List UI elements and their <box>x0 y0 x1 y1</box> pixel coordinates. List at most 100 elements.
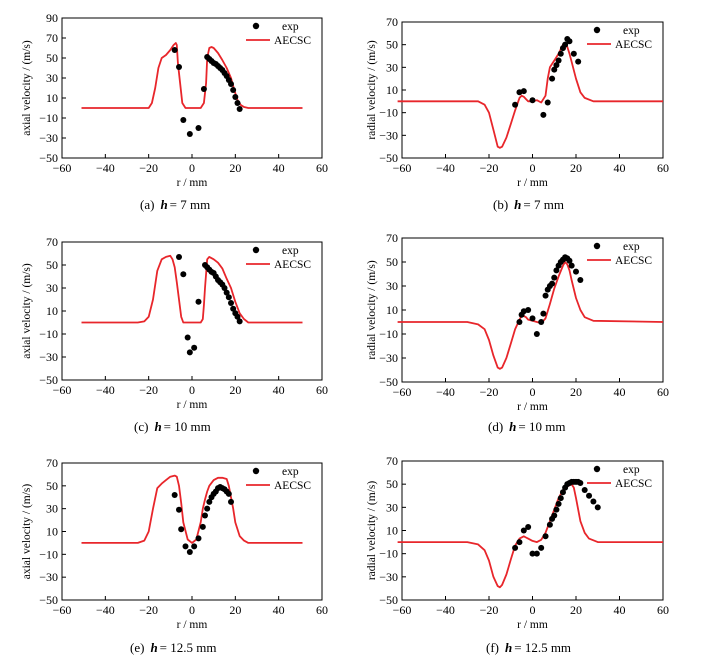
data-point-exp <box>559 489 566 496</box>
legend-marker-exp <box>252 22 260 30</box>
data-point-exp <box>180 271 187 278</box>
x-tick-label: 60 <box>657 385 669 399</box>
legend-label-exp: exp <box>623 241 640 253</box>
data-point-exp <box>529 97 536 104</box>
y-tick-label: 50 <box>386 255 398 269</box>
data-point-exp <box>540 310 547 317</box>
data-point-exp <box>549 280 556 287</box>
legend-label-exp: exp <box>282 21 299 33</box>
data-point-exp <box>555 57 562 64</box>
x-axis-label: r / mm <box>177 399 208 411</box>
caption-value: = 12.5 mm <box>160 640 217 655</box>
data-point-exp <box>191 344 198 351</box>
y-tick-label: 50 <box>46 479 58 493</box>
y-axis-label: radial velocity / (m/s) <box>366 481 378 580</box>
data-point-exp <box>538 319 545 325</box>
data-point-exp <box>182 543 189 550</box>
data-point-exp <box>225 490 232 497</box>
caption-value: = 12.5 mm <box>514 640 571 655</box>
x-tick-label: −60 <box>393 161 412 175</box>
data-point-exp <box>551 512 558 519</box>
panel-caption: (f) h = 12.5 mm <box>486 640 571 655</box>
data-point-exp <box>540 111 547 118</box>
y-tick-label: 10 <box>46 525 58 539</box>
data-point-exp <box>186 549 193 556</box>
panel-caption: (d) h = 10 mm <box>488 419 565 434</box>
data-point-exp <box>575 58 582 65</box>
x-tick-label: 20 <box>229 161 241 175</box>
data-point-exp <box>230 305 237 312</box>
data-point-exp <box>568 262 575 269</box>
y-tick-label: −30 <box>379 570 398 584</box>
data-point-exp <box>525 524 532 531</box>
legend-label-aecsc: AECSC <box>274 35 311 47</box>
y-tick-label: −50 <box>379 151 398 165</box>
x-tick-label: −20 <box>139 383 158 397</box>
y-tick-label: 70 <box>386 454 398 468</box>
y-tick-label: 50 <box>46 258 58 272</box>
data-point-exp <box>171 491 178 498</box>
x-tick-label: 40 <box>273 603 285 617</box>
caption-letter: (a) <box>140 197 154 212</box>
y-tick-label: −10 <box>39 327 58 341</box>
data-point-exp <box>186 131 193 137</box>
x-tick-label: 0 <box>530 603 536 617</box>
data-point-exp <box>538 544 545 551</box>
legend-label-exp: exp <box>282 245 299 257</box>
data-point-exp <box>512 544 519 551</box>
series-line-aecsc <box>397 483 663 589</box>
data-point-exp <box>529 550 536 557</box>
panel-caption: (e) h = 12.5 mm <box>130 640 216 655</box>
legend-marker-exp <box>593 26 601 34</box>
y-tick-label: 70 <box>386 15 398 29</box>
data-point-exp <box>171 47 178 53</box>
chart-panel-e: −60 −40 −20 0 20 40 60 −50 −30 −10 10 30 50 70 r / mm a… <box>21 456 328 655</box>
data-point-exp <box>180 117 187 123</box>
chart-panel-f: −60 −40 −20 0 20 40 60 −50 −30 −10 10 30 50 70 r / mm r… <box>366 454 669 655</box>
y-tick-label: −10 <box>379 327 398 341</box>
caption-letter: (c) <box>134 419 148 434</box>
y-tick-label: −50 <box>379 593 398 607</box>
x-tick-label: −60 <box>53 383 72 397</box>
data-point-exp <box>551 66 558 73</box>
data-point-exp <box>525 307 532 313</box>
data-point-exp <box>546 521 553 528</box>
data-point-exp <box>553 506 560 513</box>
data-point-exp <box>236 106 243 112</box>
data-point-exp <box>557 495 564 502</box>
legend-marker-exp <box>252 467 260 475</box>
y-tick-label: 70 <box>46 31 58 45</box>
y-tick-label: 50 <box>386 38 398 52</box>
data-point-exp <box>573 268 579 275</box>
data-point-exp <box>223 289 230 296</box>
data-point-exp <box>221 285 228 291</box>
x-axis-label: r / mm <box>177 619 208 631</box>
caption-letter: (e) <box>130 640 144 655</box>
data-point-exp <box>230 87 237 93</box>
data-point-exp <box>557 50 564 57</box>
x-tick-label: 0 <box>189 383 195 397</box>
y-tick-label: −10 <box>39 547 58 561</box>
data-point-exp <box>533 550 540 557</box>
x-tick-label: 0 <box>530 385 536 399</box>
y-tick-label: −30 <box>39 570 58 584</box>
y-tick-label: 70 <box>386 231 398 245</box>
x-tick-label: 40 <box>614 161 626 175</box>
data-point-exp <box>516 319 523 325</box>
x-axis-label: r / mm <box>517 619 548 631</box>
legend-label-aecsc: AECSC <box>274 259 311 271</box>
data-point-exp <box>551 274 558 281</box>
y-tick-label: 90 <box>46 11 58 25</box>
data-point-exp <box>176 64 182 70</box>
x-tick-label: −40 <box>436 603 455 617</box>
legend-label-exp: exp <box>623 464 640 476</box>
caption-letter: (f) <box>486 640 499 655</box>
y-tick-label: −10 <box>39 111 58 125</box>
y-tick-label: 70 <box>46 235 58 249</box>
y-tick-label: 10 <box>386 303 398 317</box>
series-line-aecsc <box>81 254 303 324</box>
x-tick-label: 0 <box>530 161 536 175</box>
data-point-exp <box>577 480 584 487</box>
legend-marker-exp <box>593 465 601 473</box>
